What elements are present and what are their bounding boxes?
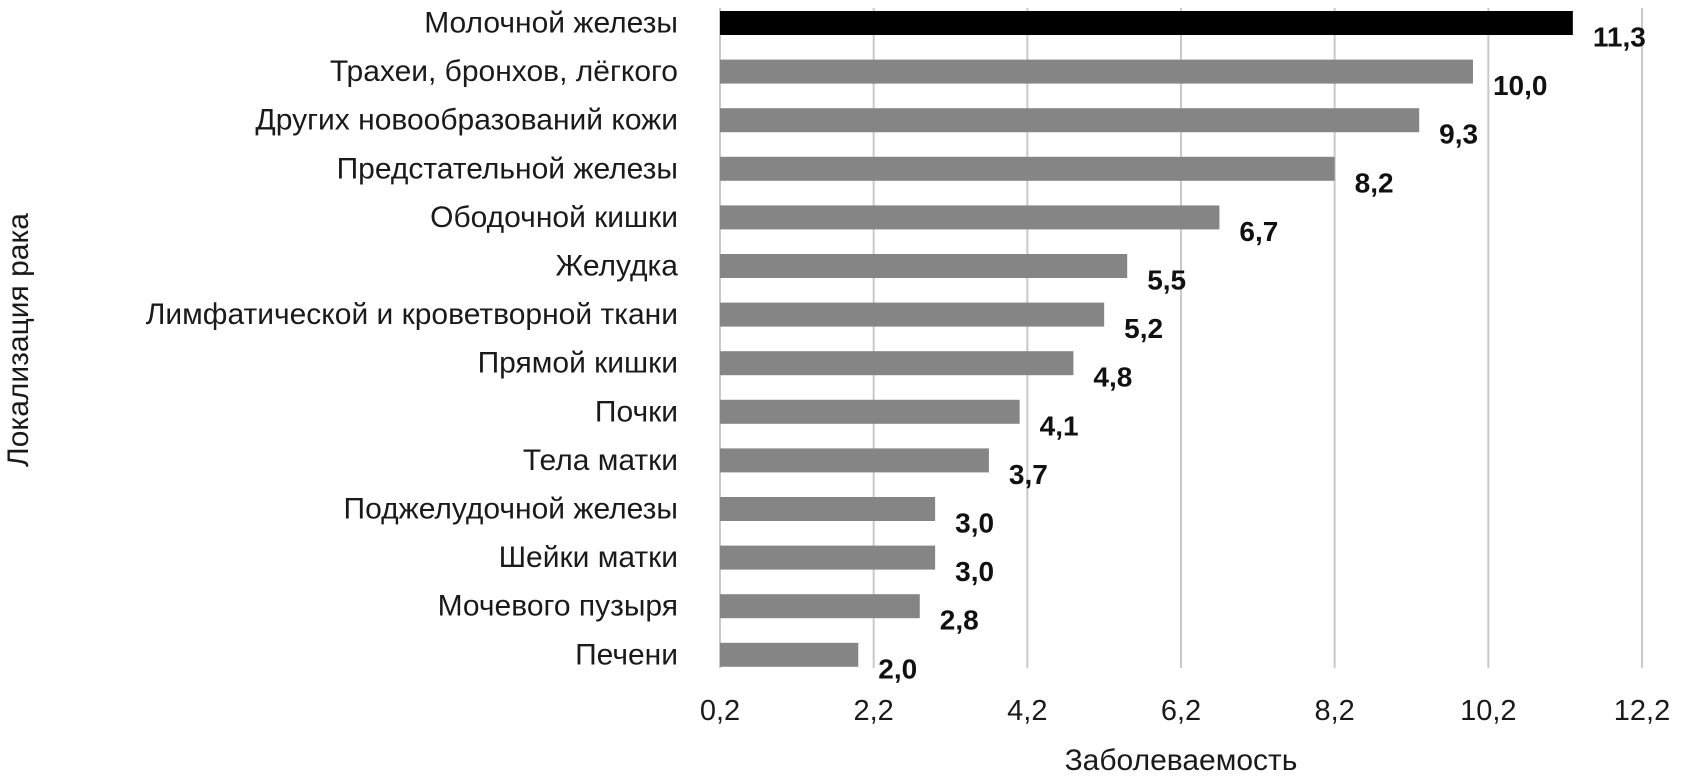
value-label: 2,8 [940,605,979,636]
value-label: 8,2 [1355,167,1394,198]
value-label: 6,7 [1239,216,1278,247]
category-labels: Молочной железы Трахеи, бронхов, лёгкого Д… [146,7,679,672]
x-tick-label: 12,2 [1614,695,1670,727]
category-label: Почки [595,395,678,428]
bar [720,448,989,473]
category-label: Предстательной железы [337,152,678,185]
value-labels: 11,3 10,0 9,3 8,2 6,7 5,5 5,2 4,8 4,1 3,7 3,0 3,0 2,… [878,22,1646,685]
value-label: 3,0 [955,556,994,587]
bar [720,11,1573,35]
category-label: Молочной железы [424,7,678,40]
category-label: Шейки матки [499,541,678,574]
x-axis-title: Заболеваемость [1065,744,1298,777]
value-label: 3,7 [1009,459,1048,490]
bar [720,59,1473,84]
category-label: Поджелудочной железы [344,493,678,526]
x-tick-label: 8,2 [1315,695,1355,727]
x-tick-labels: 0,2 2,2 4,2 6,2 8,2 10,2 12,2 [700,695,1670,727]
category-label: Мочевого пузыря [438,590,678,623]
category-label: Трахеи, бронхов, лёгкого [330,55,678,88]
category-label: Тела матки [523,444,678,477]
bar [720,545,936,570]
category-label: Лимфатической и кроветворной ткани [146,298,678,331]
category-label: Других новообразований кожи [255,104,678,137]
bar [720,399,1020,424]
x-tick-label: 2,2 [854,695,894,727]
y-axis-title: Локализация рака [2,213,35,467]
value-label: 4,1 [1040,410,1079,441]
value-label: 11,3 [1593,22,1646,53]
value-label: 9,3 [1439,119,1478,150]
category-label: Печени [575,638,678,671]
category-label: Ободочной кишки [430,201,678,234]
bar [720,108,1420,133]
x-tick-label: 0,2 [700,695,740,727]
value-label: 3,0 [955,508,994,539]
bar [720,594,920,619]
x-tick-label: 10,2 [1460,695,1516,727]
bar [720,205,1220,230]
value-label: 5,2 [1124,313,1163,344]
bar [720,497,936,521]
bars [720,11,1573,667]
value-label: 10,0 [1493,70,1548,101]
bar [720,642,859,667]
category-label: Прямой кишки [478,347,678,380]
bar [720,351,1074,376]
x-tick-label: 6,2 [1161,695,1201,727]
x-tick-label: 4,2 [1007,695,1047,727]
value-label: 2,0 [878,653,917,684]
value-label: 5,5 [1147,265,1186,296]
bar [720,156,1335,181]
bar [720,302,1105,327]
value-label: 4,8 [1093,362,1132,393]
bar [720,254,1128,278]
category-label: Желудка [555,250,678,283]
